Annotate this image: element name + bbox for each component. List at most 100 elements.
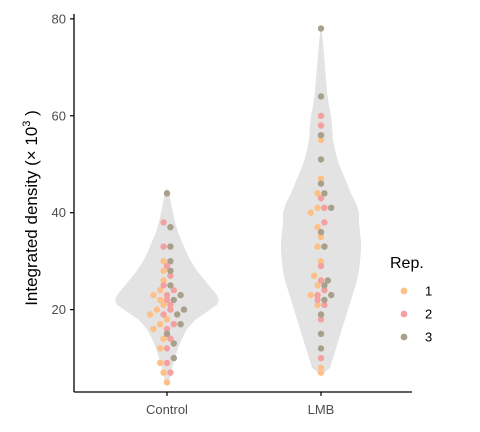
point-rep1-control <box>160 277 167 284</box>
point-rep3-lmb <box>317 330 325 337</box>
point-layer <box>146 25 335 386</box>
x-tick-label-lmb: LMB <box>308 402 335 417</box>
point-rep3-control <box>177 291 184 299</box>
point-rep2-lmb <box>317 354 325 362</box>
y-tick-label: 40 <box>52 205 66 220</box>
point-rep3-lmb <box>321 243 328 250</box>
x-axis-ticks: Control LMB <box>146 392 334 417</box>
point-rep1-control <box>157 296 164 304</box>
point-rep2-control <box>163 325 171 333</box>
point-rep3-control <box>170 296 177 304</box>
y-tick-label: 60 <box>52 108 66 123</box>
point-rep2-control <box>167 369 174 376</box>
point-rep1-lmb <box>317 136 325 144</box>
point-rep1-control <box>160 301 167 308</box>
point-rep1-lmb <box>317 364 325 371</box>
point-rep3-lmb <box>317 345 325 352</box>
point-rep3-lmb <box>317 180 325 187</box>
point-rep2-control <box>160 219 167 226</box>
point-rep1-control <box>157 321 164 328</box>
point-rep1-lmb <box>317 233 325 241</box>
point-rep1-lmb <box>314 282 321 289</box>
point-rep1-control <box>157 287 164 294</box>
point-rep3-lmb <box>321 190 328 197</box>
point-rep1-control <box>163 379 171 386</box>
point-rep1-lmb <box>307 291 314 299</box>
point-rep1-lmb <box>314 301 321 308</box>
point-rep2-lmb <box>314 291 321 299</box>
point-rep1-control <box>157 359 164 367</box>
point-rep2-lmb <box>321 204 328 211</box>
y-tick-label: 80 <box>52 11 66 26</box>
point-rep3-control <box>170 354 177 362</box>
point-rep2-control <box>167 272 174 279</box>
point-rep1-control <box>146 311 154 318</box>
legend-label-1: 1 <box>425 284 432 299</box>
point-rep2-control <box>163 291 171 299</box>
y-tick-label: 20 <box>52 302 66 317</box>
x-tick-label-control: Control <box>146 402 188 417</box>
point-rep2-lmb <box>317 262 325 270</box>
point-rep1-lmb <box>317 258 325 265</box>
y-axis-title: Integrated density (× 103 ) <box>21 110 41 306</box>
legend-label-2: 2 <box>425 307 432 322</box>
point-rep3-control <box>174 311 181 318</box>
point-rep1-lmb <box>317 369 325 376</box>
legend-label-3: 3 <box>425 330 432 345</box>
point-rep3-control <box>167 224 174 231</box>
point-rep2-control <box>163 262 171 270</box>
point-rep1-lmb <box>307 209 314 216</box>
point-rep2-lmb <box>321 219 328 226</box>
point-rep1-control <box>150 325 157 333</box>
point-rep3-control <box>163 330 171 337</box>
legend-key-3 <box>400 333 408 341</box>
point-rep2-control <box>163 359 171 367</box>
point-rep1-lmb <box>314 224 321 231</box>
point-rep1-control <box>160 258 167 265</box>
point-rep2-lmb <box>317 195 325 202</box>
point-rep1-lmb <box>314 190 321 197</box>
point-rep3-control <box>167 258 174 265</box>
point-rep2-lmb <box>317 122 325 129</box>
point-rep2-control <box>167 306 174 313</box>
point-rep3-lmb <box>317 228 325 236</box>
legend-key-2 <box>400 310 408 318</box>
point-rep1-control <box>150 291 157 299</box>
point-rep2-lmb <box>321 287 328 294</box>
point-rep3-lmb <box>317 132 325 139</box>
point-rep2-control <box>167 335 174 342</box>
legend: Rep. 1 2 3 <box>390 255 432 345</box>
point-rep2-lmb <box>317 277 325 284</box>
point-rep1-control <box>153 306 160 313</box>
point-rep2-control <box>170 321 177 328</box>
point-rep2-control <box>167 301 174 308</box>
point-rep3-control <box>170 340 177 347</box>
point-rep3-control <box>167 243 174 250</box>
point-rep3-lmb <box>317 311 325 318</box>
point-rep3-lmb <box>328 204 335 211</box>
point-rep2-control <box>160 311 167 318</box>
point-rep3-control <box>180 306 188 313</box>
point-rep3-lmb <box>321 296 328 304</box>
violin-control <box>115 188 219 385</box>
point-rep2-lmb <box>314 296 321 304</box>
point-rep1-control <box>160 335 167 342</box>
point-rep3-control <box>167 267 174 274</box>
point-rep1-control <box>163 316 171 323</box>
point-rep2-control <box>163 296 171 304</box>
point-rep1-control <box>160 267 167 274</box>
point-rep3-control <box>167 282 174 289</box>
y-axis-ticks: 20 40 60 80 <box>52 11 74 317</box>
point-rep1-control <box>157 345 164 352</box>
point-rep3-control <box>163 190 171 197</box>
point-rep2-control <box>160 282 167 289</box>
point-rep2-control <box>160 243 167 250</box>
point-rep2-lmb <box>321 301 328 308</box>
point-rep3-control <box>177 321 184 328</box>
point-rep3-lmb <box>317 25 325 32</box>
point-rep2-control <box>163 345 171 352</box>
legend-key-1 <box>400 287 408 295</box>
point-rep1-lmb <box>314 243 321 250</box>
point-rep3-lmb <box>328 291 335 299</box>
point-rep1-lmb <box>317 175 325 182</box>
